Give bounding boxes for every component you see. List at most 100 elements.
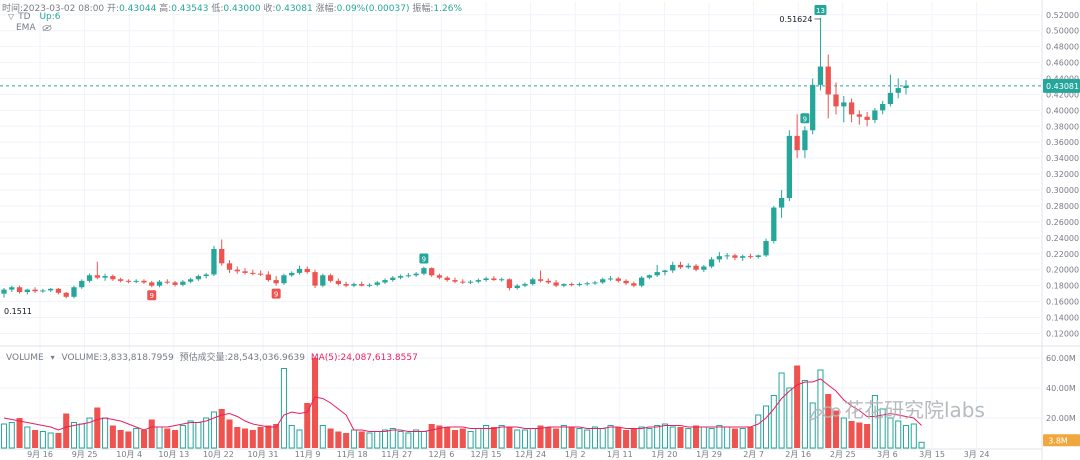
- volume-bar: [755, 414, 762, 449]
- candle-body: [55, 288, 62, 293]
- price-axis-label: 0.16000: [1046, 298, 1079, 307]
- price-axis-label: 0.26000: [1046, 218, 1079, 227]
- candle-body: [864, 116, 870, 120]
- candle-body: [841, 102, 847, 107]
- volume-bar: [864, 424, 871, 448]
- volume-bar: [366, 432, 373, 449]
- candle-body: [584, 283, 590, 285]
- price-axis-label: 0.38000: [1046, 122, 1079, 131]
- volume-bar: [24, 426, 31, 449]
- price-axis-label: 0.52000: [1046, 11, 1079, 20]
- volume-bar: [778, 372, 785, 449]
- volume-bar: [55, 433, 62, 448]
- volume-value: VOLUME:3,833,818.7959: [61, 353, 174, 363]
- chevron-down-icon[interactable]: ▾: [50, 353, 55, 362]
- x-axis-label: 3月 6: [877, 450, 898, 459]
- candle-body: [374, 282, 380, 285]
- candle-body: [701, 266, 707, 270]
- candle-body: [234, 269, 240, 272]
- volume-bar: [576, 428, 583, 449]
- candle-body: [716, 256, 723, 260]
- volume-bar: [677, 427, 684, 448]
- candle-body: [16, 287, 23, 293]
- candle-body: [343, 284, 349, 286]
- price-axis-label: 0.30000: [1046, 186, 1079, 195]
- volume-bar: [895, 420, 902, 449]
- volume-bar: [467, 431, 474, 449]
- volume-bar: [0, 423, 8, 449]
- volume-bar: [444, 427, 451, 448]
- price-axis-label: 0.14000: [1046, 314, 1079, 323]
- price-axis-label: 0.12000: [1046, 329, 1079, 338]
- candle-body: [351, 284, 357, 286]
- current-price-badge: [1043, 78, 1080, 93]
- candle-body: [887, 92, 894, 105]
- candle-body: [685, 265, 691, 268]
- td-marker-label: 9: [274, 291, 278, 299]
- volume-bar: [786, 387, 793, 449]
- volume-bar: [545, 427, 552, 448]
- candle-body: [429, 268, 435, 276]
- volume-bar: [623, 430, 630, 448]
- candle-body: [747, 256, 754, 258]
- time-value: 2023-03-02 08:00: [23, 4, 105, 14]
- volume-bar: [646, 428, 653, 449]
- eye-off-icon[interactable]: [42, 24, 53, 32]
- volume-bar: [475, 428, 482, 449]
- candle-body: [141, 280, 147, 283]
- candle-body: [615, 278, 621, 281]
- candle-body: [810, 84, 816, 131]
- volume-bar: [451, 430, 459, 448]
- candle-body: [833, 94, 839, 107]
- candle-body: [576, 284, 583, 286]
- price-axis-label: 0.42000: [1046, 90, 1079, 99]
- candle-body: [117, 279, 124, 281]
- volume-bar: [685, 428, 692, 449]
- x-axis-label: 9月 16: [27, 450, 53, 459]
- volume-bar: [693, 425, 700, 448]
- volume-bar: [148, 419, 155, 448]
- volume-bar: [747, 427, 754, 448]
- candle-body: [802, 130, 808, 151]
- candle-body: [366, 284, 373, 286]
- td-marker-label: 9: [422, 256, 426, 264]
- volume-bar: [218, 409, 225, 448]
- volume-bar: [164, 428, 171, 448]
- candle-body: [226, 263, 233, 270]
- volume-bar: [172, 430, 179, 448]
- candle-body: [856, 114, 862, 117]
- volume-bar: [506, 427, 513, 448]
- volume-bar: [327, 428, 334, 448]
- td-marker: [814, 4, 827, 15]
- volume-bar: [700, 426, 707, 449]
- td-marker: [271, 288, 281, 299]
- candle-body: [786, 135, 793, 199]
- td-indicator-legend[interactable]: ▽ TD Up:6: [8, 12, 61, 22]
- x-axis-label: 11月 9: [295, 450, 321, 459]
- candle-body: [203, 274, 209, 277]
- volume-bar: [296, 429, 303, 449]
- volume-bar: [374, 431, 381, 449]
- change-value: 0.09%(0.00037): [336, 4, 410, 14]
- candle-body: [600, 279, 606, 283]
- x-axis-label: 11月 27: [381, 450, 412, 459]
- candle-body: [452, 280, 458, 282]
- volume-bar: [537, 425, 544, 448]
- price-axis-label: 0.24000: [1046, 234, 1079, 243]
- candle-body: [71, 287, 77, 297]
- candle-body: [94, 275, 100, 278]
- candle-body: [592, 282, 598, 284]
- chevron-down-icon[interactable]: ▽: [8, 12, 15, 21]
- candle-body: [499, 279, 505, 281]
- volume-bar: [125, 431, 132, 448]
- volume-bar: [249, 430, 256, 448]
- ema-indicator-legend[interactable]: EMA: [16, 23, 53, 33]
- volume-bar: [156, 426, 163, 449]
- volume-bar: [825, 394, 832, 448]
- candle-body: [125, 280, 132, 282]
- volume-bar: [459, 428, 466, 448]
- volume-bar: [210, 411, 217, 449]
- td-marker-label: 13: [816, 7, 825, 15]
- volume-bar: [724, 426, 731, 449]
